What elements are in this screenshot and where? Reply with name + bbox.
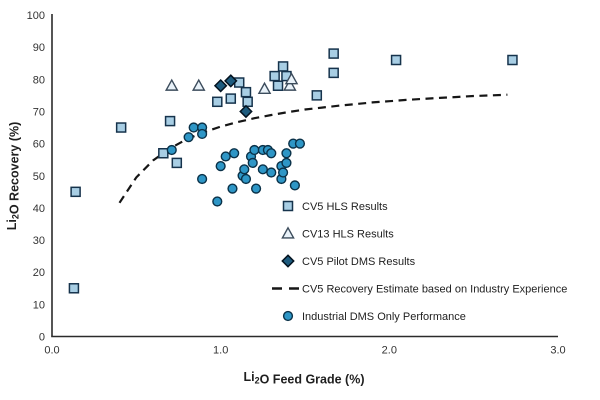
data-point-industrial_dms [294,138,306,149]
data-point-industrial_dms [257,164,268,175]
data-point-industrial_dms [281,157,292,168]
legend-label-cv13_hls: CV13 HLS Results [302,229,394,241]
y-axis-title: Li2O Recovery (%) [5,122,22,231]
data-point-cv13_hls [164,78,179,91]
data-point-industrial_dms [229,148,240,159]
legend-marker-triangle [281,226,295,239]
x-axis-title: Li2O Feed Grade (%) [243,370,364,387]
legend-marker-square [282,200,294,212]
data-point-cv5_hls [328,67,339,79]
y-tick-label: 50 [33,171,45,183]
data-point-industrial_dms [289,180,300,191]
data-point-industrial_dms [266,148,277,159]
data-point-industrial_dms [239,164,250,175]
x-tick-label: 2.0 [382,345,397,357]
x-tick-label: 1.0 [213,345,228,357]
legend-label-cv5_estimate: CV5 Recovery Estimate based on Industry … [302,284,567,296]
y-tick-label: 40 [33,203,45,215]
data-point-cv13_hls [283,78,297,91]
y-tick-label: 0 [39,332,45,344]
data-point-cv5_hls [158,147,169,159]
y-tick-label: 70 [33,106,45,118]
y-tick-label: 90 [33,42,45,54]
data-point-industrial_dms [215,161,226,172]
data-point-cv5_pilot_dms [239,104,253,119]
data-point-cv5_hls [328,48,339,59]
data-point-cv5_hls [311,90,323,101]
data-point-industrial_dms [166,144,177,156]
data-point-industrial_dms [240,173,252,185]
y-tick-label: 10 [33,299,45,311]
data-point-cv5_hls [269,70,280,82]
data-point-industrial_dms [227,183,238,194]
y-tick-label: 20 [33,267,45,279]
data-point-cv5_hls [171,157,183,169]
data-point-industrial_dms [249,144,260,156]
data-point-cv5_hls [212,96,223,108]
x-tick-label: 3.0 [550,345,565,357]
data-point-cv5_hls [390,54,402,66]
data-point-cv5_hls [277,61,289,72]
estimate-curve-line [118,93,508,204]
data-point-cv5_hls [272,80,284,91]
data-point-cv5_hls [242,96,253,108]
data-point-cv5_hls [225,93,237,104]
data-point-industrial_dms [197,173,208,185]
y-tick-label: 80 [33,74,45,86]
data-point-industrial_dms [197,128,208,140]
data-point-industrial_dms [250,183,262,194]
data-point-industrial_dms [247,157,258,168]
data-point-cv13_hls [257,81,272,95]
data-point-cv5_hls [233,77,245,88]
data-point-cv5_hls [240,86,252,98]
y-tick-label: 60 [33,139,45,151]
data-point-industrial_dms [183,132,194,143]
legend-label-cv5_pilot_dms: CV5 Pilot DMS Results [302,256,416,268]
data-point-cv5_hls [507,54,518,66]
data-point-industrial_dms [277,167,289,178]
legend-marker-diamond [281,254,295,268]
data-point-cv5_hls [164,115,176,127]
data-point-industrial_dms [281,148,292,159]
y-tick-label: 30 [33,235,45,247]
data-point-cv13_hls [191,78,206,91]
x-tick-label: 0.0 [44,345,59,357]
data-point-cv5_hls [68,283,80,294]
data-point-industrial_dms [220,151,231,162]
data-point-cv13_hls [284,72,299,85]
data-point-industrial_dms [188,122,199,133]
legend-marker-circle [282,310,294,322]
data-point-cv5_pilot_dms [224,74,238,88]
legend-label-industrial_dms: Industrial DMS Only Performance [302,311,466,323]
y-tick-label: 100 [27,10,45,22]
data-point-industrial_dms [212,196,223,207]
data-point-cv5_hls [115,122,127,133]
data-point-industrial_dms [266,167,277,178]
data-point-cv5_hls [70,186,81,198]
data-point-cv5_pilot_dms [213,78,228,93]
legend-label-cv5_hls: CV5 HLS Results [302,201,388,213]
